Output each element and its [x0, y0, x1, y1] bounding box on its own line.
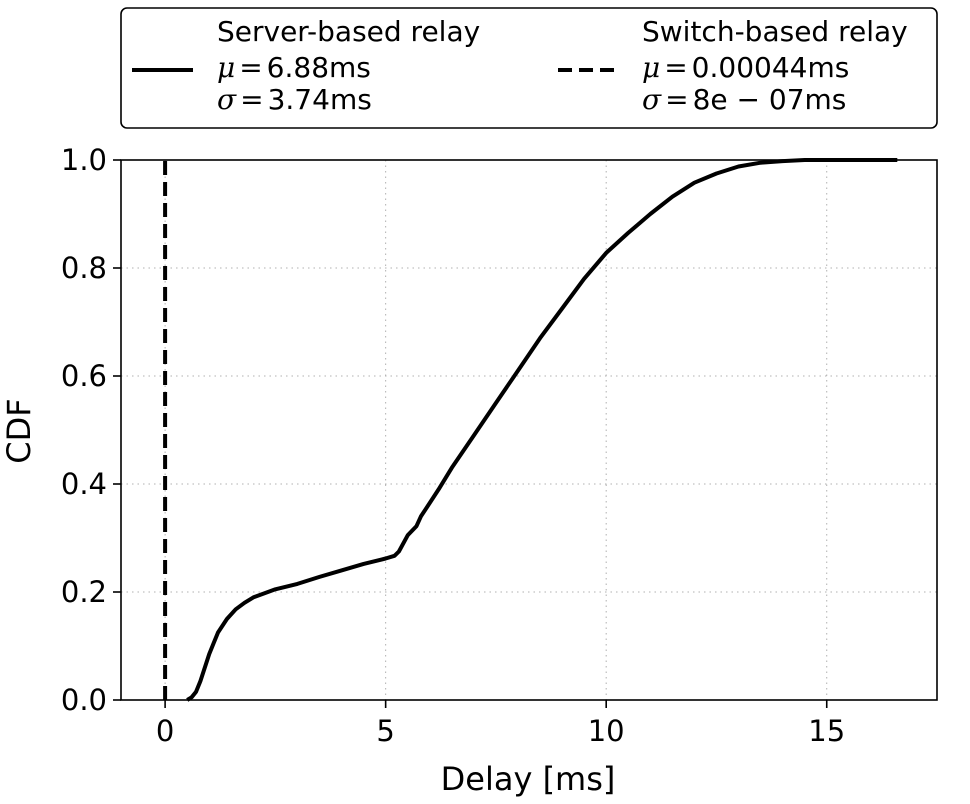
- axis-ticks: 0 5 10 15 0.0 0.2 0.4 0.6 0.8 1.0: [61, 143, 845, 748]
- x-tick-label: 0: [156, 714, 174, 748]
- server-relay-cdf-line: [186, 158, 898, 702]
- x-axis-label: Delay [ms]: [441, 760, 616, 798]
- legend-switch-name: Switch-based relay: [642, 15, 908, 48]
- plot-lines: [163, 158, 898, 702]
- y-axis-label: CDF: [0, 398, 38, 463]
- legend-server-sigma: σ = 3.74ms: [217, 83, 372, 116]
- grid-lines: [121, 159, 937, 701]
- y-tick-label: 0.0: [61, 683, 107, 717]
- y-tick-label: 0.2: [61, 575, 107, 609]
- x-tick-label: 15: [808, 714, 845, 748]
- y-tick-label: 0.8: [61, 251, 107, 285]
- x-tick-label: 10: [588, 714, 625, 748]
- x-tick-label: 5: [376, 714, 394, 748]
- legend: Server-based relay μ = 6.88ms σ = 3.74ms Swi…: [120, 7, 938, 129]
- y-tick-label: 0.6: [61, 359, 107, 393]
- y-tick-label: 1.0: [61, 143, 107, 177]
- y-tick-label: 0.4: [61, 467, 107, 501]
- legend-server-name: Server-based relay: [217, 15, 480, 48]
- axes-frame: [120, 159, 938, 701]
- legend-switch-mu: μ = 0.00044ms: [642, 51, 849, 84]
- legend-frame: [120, 7, 938, 129]
- legend-server-mu: μ = 6.88ms: [217, 51, 371, 84]
- legend-switch-sigma: σ = 8e − 07ms: [642, 83, 846, 116]
